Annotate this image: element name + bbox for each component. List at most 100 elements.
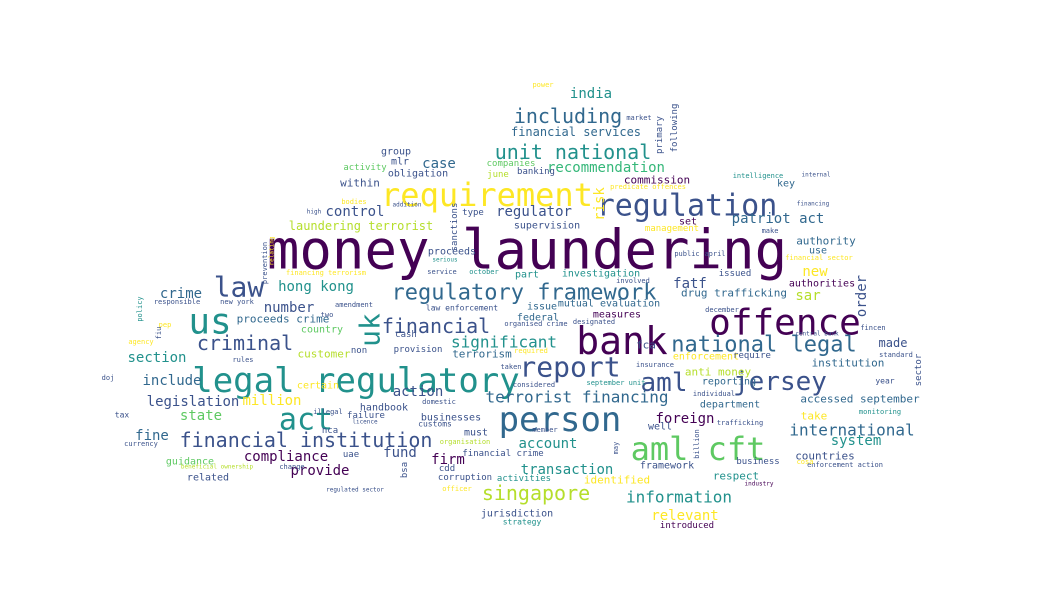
word-cloud-term: key [777,179,795,190]
word-cloud-term: framework [640,461,694,472]
word-cloud-term: crime [160,286,202,302]
word-cloud-term: handbook [360,403,408,414]
word-cloud-term: internal [802,172,831,179]
word-cloud-term: unit national [495,140,652,164]
word-cloud-term: aml [641,368,688,398]
word-cloud-term: fiu [155,327,163,340]
word-cloud-term: rules [232,356,253,364]
word-cloud-term: fatf [673,276,707,292]
word-cloud-term: firm [431,452,465,468]
word-cloud-term: act [279,403,333,438]
word-cloud-term: issue [527,302,557,313]
word-cloud-term: drug trafficking [681,287,787,300]
word-cloud-term: aml cft [631,430,766,468]
word-cloud-term: legal regulatory [192,361,520,401]
word-cloud-term: obligation [388,169,448,180]
word-cloud-term: offence [709,303,861,344]
word-cloud-term: fine [135,428,169,444]
word-cloud-term: member [532,426,557,434]
word-cloud-term: fca [636,339,656,352]
word-cloud-term: non [351,346,367,356]
word-cloud-term: june [487,170,509,180]
word-cloud-term: organised crime [504,320,567,328]
word-cloud-term: person [499,400,622,440]
word-cloud-term: monitoring [859,408,901,416]
word-cloud-term: designated [573,318,615,326]
word-cloud-term: year [875,377,894,386]
word-cloud-term: identified [584,474,650,487]
word-cloud-term: required [514,347,548,355]
word-cloud-term: section [127,350,186,366]
word-cloud-term: financing [797,201,830,208]
word-cloud-term: fund [383,445,417,461]
word-cloud-term: measures [593,310,641,321]
word-cloud-term: accessed september [800,393,920,406]
word-cloud-term: set [679,217,697,228]
word-cloud-term: system [831,433,882,449]
word-cloud-term: made [879,336,908,350]
word-cloud-term: state [180,408,222,424]
word-cloud-term: licence [352,419,378,426]
word-cloud-term: law [214,271,265,304]
word-cloud-term: take [801,410,828,423]
word-cloud-term: april [704,250,725,258]
word-cloud-term: regulator [496,204,572,220]
word-cloud-term: pep [159,321,172,329]
word-cloud-term: national legal [671,333,856,358]
word-cloud-term: case [422,156,456,172]
word-cloud-term: financial sector [785,254,852,262]
word-cloud-term: relevant [651,508,718,524]
word-cloud-term: standard [879,351,913,359]
word-cloud-term: financial services [511,125,641,139]
word-cloud-term: institution [812,357,885,370]
word-cloud-term: money laundering [267,219,787,282]
word-cloud-term: billion [693,429,701,459]
word-cloud-term: high [307,209,322,216]
word-cloud-term: financing terrorism [286,269,366,277]
word-cloud-term: intelligence [733,172,784,180]
word-cloud-term: number [264,300,315,316]
word-cloud-term: department [700,400,760,411]
word-cloud-term: risk [592,187,608,221]
word-cloud-term: including [514,104,622,128]
word-cloud-term: businesses [421,413,481,424]
word-cloud-term: banking [517,167,555,177]
word-cloud-term: change [279,463,304,471]
word-cloud-term: new york [220,298,255,306]
word-cloud-term: account [518,436,577,452]
word-cloud-term: corruption [438,473,492,483]
word-cloud-term: failure [347,411,385,421]
word-cloud-term: financial [382,314,490,338]
word-cloud-term: introduced [660,521,714,531]
word-cloud-term: provision [394,345,443,355]
word-cloud-term: illegal [313,408,343,416]
word-cloud-term: regulatory framework [392,281,657,306]
word-cloud-term: central bank [795,331,839,338]
word-cloud-term: provide [290,463,349,479]
word-cloud-term: well [648,422,672,433]
word-cloud-term: market [626,114,651,122]
word-cloud-term: india [570,86,612,102]
word-cloud-term: respect [713,470,759,483]
word-cloud-term: authority [796,235,856,248]
word-cloud-term: foreign [655,411,714,427]
word-cloud-term: uk [354,313,387,347]
word-cloud-term: order [854,275,870,317]
word-cloud-term: federal [517,313,559,324]
word-cloud-term: include [142,373,201,389]
word-cloud-term: law enforcement [426,304,498,313]
word-cloud-term: taken [500,363,521,371]
word-cloud-term: issued [719,269,752,279]
word-cloud-term: strategy [503,518,542,527]
word-cloud-term: terrorism [452,348,512,361]
word-cloud-term: beneficial ownership [181,464,254,471]
word-cloud-term: legislation [147,394,240,410]
word-cloud-term: reporting [702,377,756,388]
word-cloud-term: companies [487,159,536,169]
word-cloud-term: predicate offences [610,183,686,191]
word-cloud-term: investigation [562,269,640,280]
word-cloud-term: transaction [521,462,614,478]
word-cloud-term: customer [298,348,351,361]
word-cloud-term: serious [432,257,458,264]
word-cloud-term: require [733,351,771,361]
